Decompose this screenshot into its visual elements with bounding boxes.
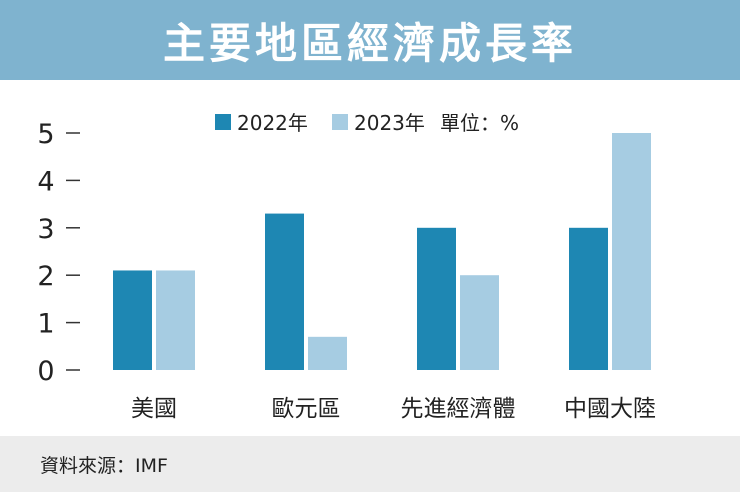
legend-swatch-2023 (332, 114, 348, 130)
bar-2022 (265, 213, 304, 370)
y-tick-label: 5 (37, 119, 54, 150)
bar-2023 (612, 133, 651, 370)
bar-2022 (113, 270, 152, 370)
y-tick-label: 4 (37, 166, 54, 197)
unit-label: 單位：% (440, 111, 519, 135)
bar-2022 (569, 227, 608, 370)
chart-title: 主要地區經濟成長率 (162, 18, 577, 68)
source-note: 資料來源：IMF (40, 454, 168, 477)
x-category-label: 中國大陸 (564, 396, 656, 422)
x-category-label: 先進經濟體 (401, 396, 516, 422)
legend-swatch-2022 (215, 114, 231, 130)
legend-label: 2023年 (354, 111, 425, 135)
chart-area: 0 1 2 3 4 5 美國 歐元區 先進經濟體 中國大陸 2022年 2023年 單位：% (8, 80, 732, 436)
bar-2023 (156, 270, 195, 370)
y-tick-label: 3 (37, 214, 54, 245)
y-tick-label: 0 (37, 356, 54, 387)
bar-2023 (460, 275, 499, 370)
title-banner: 主要地區經濟成長率 (0, 0, 740, 80)
x-category-label: 美國 (131, 396, 177, 422)
source-footer: 資料來源：IMF (0, 436, 740, 492)
legend-label: 2022年 (237, 111, 308, 135)
y-tick-label: 2 (37, 261, 54, 292)
bar-chart: 0 1 2 3 4 5 美國 歐元區 先進經濟體 中國大陸 2022年 2023年 單位：% (37, 111, 656, 422)
x-category-label: 歐元區 (272, 396, 341, 422)
bar-2023 (308, 336, 347, 370)
bar-2022 (417, 227, 456, 370)
y-tick-label: 1 (37, 309, 54, 340)
